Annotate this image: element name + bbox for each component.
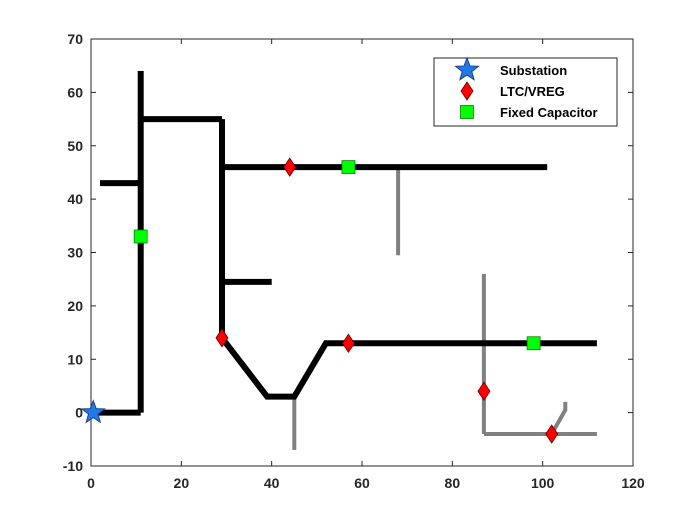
x-tick-label: 80 [445, 475, 461, 491]
x-tick-label: 60 [354, 475, 370, 491]
legend-diamond-icon [460, 81, 474, 101]
y-tick-label: 10 [67, 351, 83, 367]
y-tick-label: 60 [67, 84, 83, 100]
legend-star-icon [454, 56, 480, 81]
x-tick-label: 0 [87, 475, 95, 491]
markers [80, 157, 559, 444]
legend: Substation LTC/VREG Fixed Capacitor [433, 56, 618, 127]
legend-label: Fixed Capacitor [500, 105, 598, 120]
y-tick-label: 70 [67, 31, 83, 47]
square-marker [133, 229, 148, 244]
main-lines [91, 71, 597, 416]
star-marker [80, 399, 107, 424]
main-line [219, 336, 597, 400]
y-tick-label: 30 [67, 245, 83, 261]
y-tick-label: 40 [67, 191, 83, 207]
legend-square-icon [460, 105, 474, 119]
x-tick-label: 40 [264, 475, 280, 491]
square-marker [526, 336, 541, 351]
diamond-marker [341, 333, 355, 353]
diamond-marker [545, 424, 559, 444]
x-tick-label: 100 [531, 475, 555, 491]
x-tick-label: 120 [621, 475, 645, 491]
y-tick-label: 50 [67, 138, 83, 154]
lateral-lines [292, 167, 597, 450]
square-marker [341, 160, 356, 175]
diamond-marker [215, 328, 229, 348]
x-tick-label: 20 [174, 475, 190, 491]
y-tick-label: -10 [63, 458, 83, 474]
diamond-marker [283, 157, 297, 177]
lateral-line [549, 401, 568, 435]
y-tick-label: 20 [67, 298, 83, 314]
diamond-marker [477, 381, 491, 401]
legend-label: LTC/VREG [500, 84, 565, 99]
legend-label: Substation [500, 63, 567, 78]
y-tick-label: 0 [75, 405, 83, 421]
